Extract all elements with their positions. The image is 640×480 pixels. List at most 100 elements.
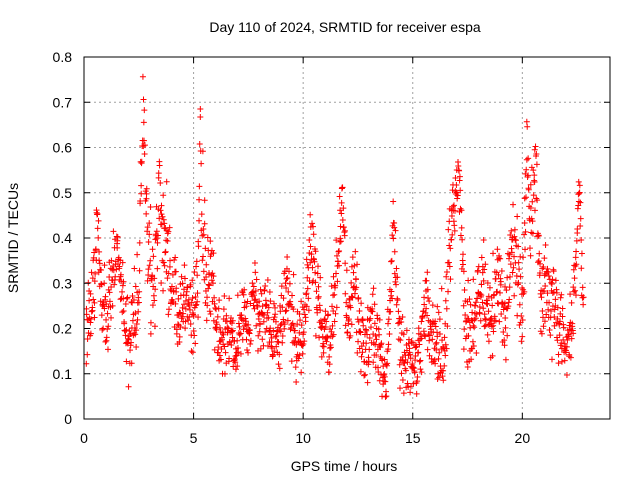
- data-point: [185, 317, 192, 324]
- data-point: [199, 232, 206, 239]
- data-point: [536, 250, 543, 257]
- data-point: [496, 318, 503, 325]
- data-point: [279, 339, 286, 346]
- data-point: [306, 236, 313, 243]
- data-point: [537, 260, 544, 267]
- data-point: [426, 352, 433, 359]
- data-point: [164, 275, 171, 282]
- data-point: [229, 328, 236, 335]
- data-point: [252, 296, 259, 303]
- data-point: [542, 241, 549, 248]
- data-point: [96, 257, 103, 264]
- data-point: [196, 141, 203, 148]
- data-point: [162, 249, 169, 256]
- data-point: [94, 210, 101, 217]
- data-point: [404, 380, 411, 387]
- data-point: [497, 255, 504, 262]
- data-point: [456, 173, 463, 180]
- data-point: [154, 265, 161, 272]
- data-point: [176, 338, 183, 345]
- data-point: [165, 228, 172, 235]
- data-point: [267, 298, 274, 305]
- data-point: [309, 264, 316, 271]
- data-point: [563, 349, 570, 356]
- data-point: [343, 299, 350, 306]
- data-point: [382, 378, 389, 385]
- data-point: [508, 227, 515, 234]
- data-point: [405, 336, 412, 343]
- data-point: [506, 296, 513, 303]
- data-point: [451, 222, 458, 229]
- data-point: [314, 309, 321, 316]
- data-point: [424, 312, 431, 319]
- data-point: [354, 261, 361, 268]
- data-point: [191, 332, 198, 339]
- data-point: [451, 207, 458, 214]
- data-point: [415, 325, 422, 332]
- data-point: [186, 313, 193, 320]
- data-point: [123, 358, 130, 365]
- data-point: [149, 272, 156, 279]
- data-point: [127, 347, 134, 354]
- data-point: [453, 189, 460, 196]
- data-point: [150, 253, 157, 260]
- data-point: [158, 211, 165, 218]
- data-point: [320, 343, 327, 350]
- data-point: [391, 248, 398, 255]
- data-point: [487, 316, 494, 323]
- data-point: [266, 288, 273, 295]
- data-point: [477, 317, 484, 324]
- data-point: [186, 302, 193, 309]
- data-point: [185, 296, 192, 303]
- data-point: [243, 336, 250, 343]
- data-point: [505, 299, 512, 306]
- data-point: [237, 350, 244, 357]
- data-point: [166, 263, 173, 270]
- data-point: [357, 329, 364, 336]
- data-point: [275, 339, 282, 346]
- data-point: [471, 324, 478, 331]
- data-point: [246, 327, 253, 334]
- data-point: [378, 340, 385, 347]
- data-point: [200, 226, 207, 233]
- data-point: [283, 275, 290, 282]
- data-point: [389, 232, 396, 239]
- data-point: [538, 294, 545, 301]
- data-point: [515, 243, 522, 250]
- data-point: [91, 278, 98, 285]
- data-point: [103, 316, 110, 323]
- data-point: [484, 331, 491, 338]
- data-point: [460, 346, 467, 353]
- data-point: [132, 310, 139, 317]
- data-point: [226, 338, 233, 345]
- data-point: [507, 261, 514, 268]
- data-point: [370, 340, 377, 347]
- data-point: [558, 291, 565, 298]
- data-point: [347, 304, 354, 311]
- data-point: [216, 297, 223, 304]
- data-point: [296, 329, 303, 336]
- data-point: [289, 292, 296, 299]
- data-point: [501, 342, 508, 349]
- data-point: [353, 284, 360, 291]
- data-point: [160, 287, 167, 294]
- data-point: [538, 330, 545, 337]
- data-point: [94, 225, 101, 232]
- data-point: [194, 290, 201, 297]
- data-point: [361, 372, 368, 379]
- data-point: [179, 313, 186, 320]
- data-point: [518, 338, 525, 345]
- data-point: [196, 196, 203, 203]
- data-point: [189, 277, 196, 284]
- data-point: [220, 331, 227, 338]
- data-point: [200, 253, 207, 260]
- data-point: [327, 344, 334, 351]
- data-point: [506, 255, 513, 262]
- data-point: [232, 359, 239, 366]
- data-point: [455, 163, 462, 170]
- data-point: [565, 331, 572, 338]
- data-point: [195, 314, 202, 321]
- data-point: [348, 293, 355, 300]
- data-point: [98, 312, 105, 319]
- data-point: [190, 312, 197, 319]
